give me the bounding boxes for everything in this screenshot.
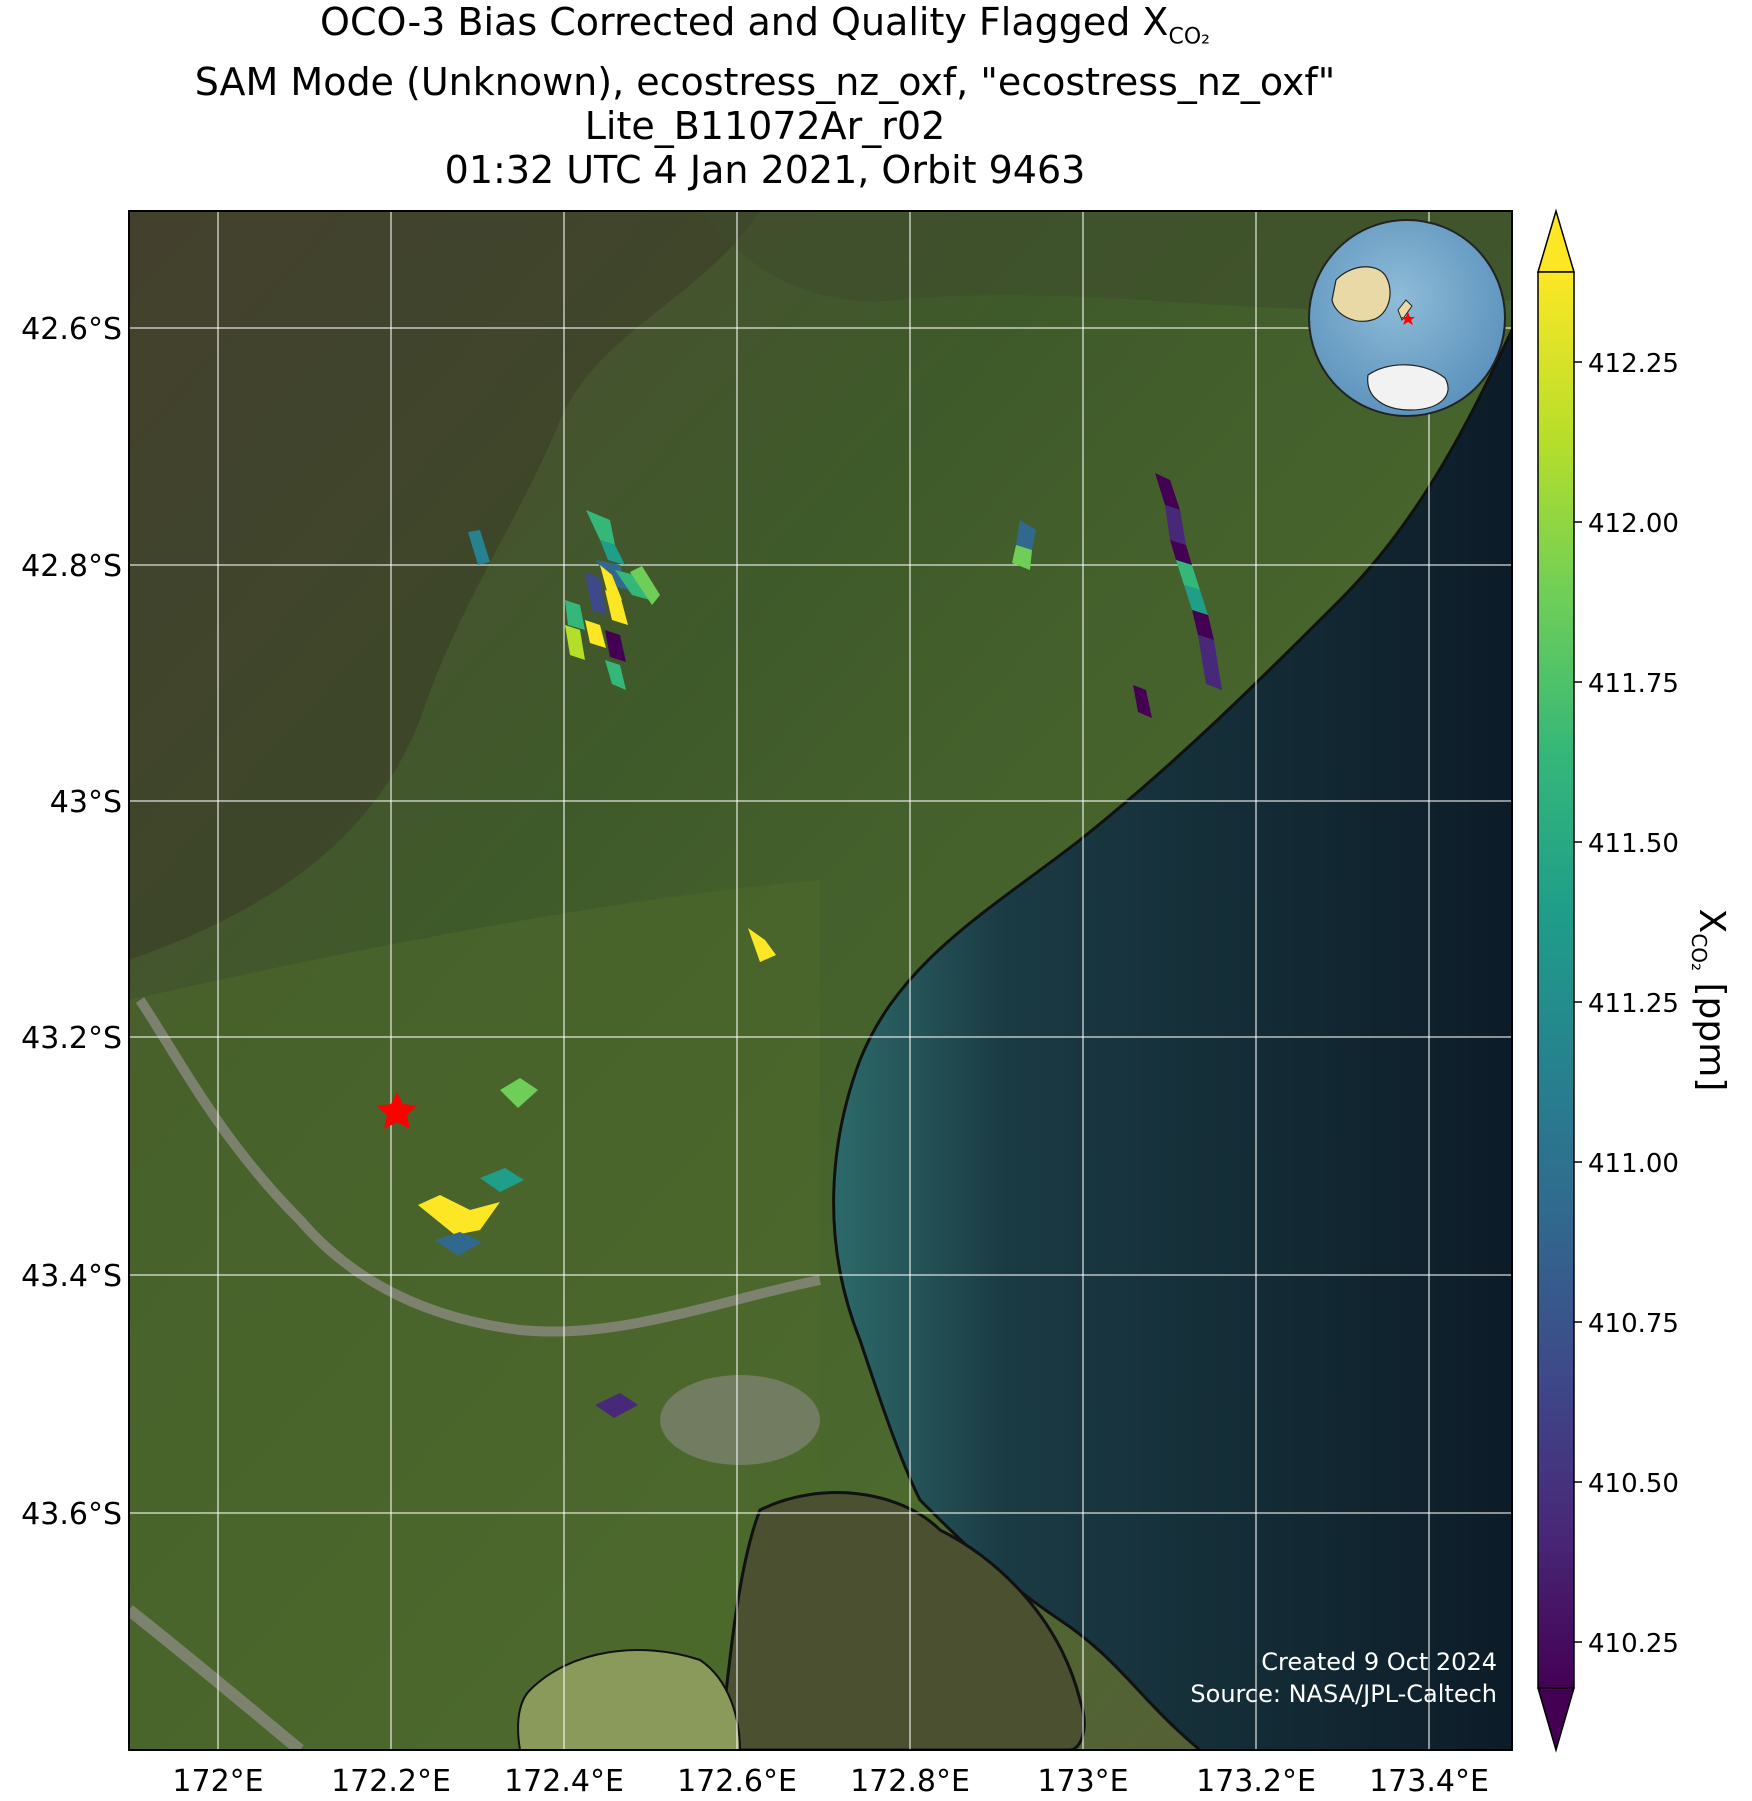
xco2-soundings [418, 473, 1222, 1418]
colorbar-tick-label: 411.25 [1588, 989, 1679, 1019]
sounding [1016, 520, 1036, 550]
map-area: Created 9 Oct 2024 Source: NASA/JPL-Calt… [129, 211, 1512, 1750]
northern-hills [700, 211, 1512, 310]
globe-star-marker [1401, 312, 1415, 325]
sounding [480, 1168, 524, 1192]
title-line-1: OCO-3 Bias Corrected and Quality Flagged… [320, 0, 1210, 50]
lat-tick-label: 43.4°S [21, 1259, 122, 1294]
lat-tick-label: 42.8°S [21, 549, 122, 584]
lon-tick-labels: 172°E 172.2°E 172.4°E 172.6°E 172.8°E 17… [172, 1764, 1489, 1799]
sounding [600, 540, 625, 565]
colorbar-extend-max [1536, 208, 1576, 273]
lat-tick-label: 43.6°S [21, 1497, 122, 1532]
lon-tick-label: 173°E [1037, 1764, 1128, 1799]
title-line-4: 01:32 UTC 4 Jan 2021, Orbit 9463 [444, 147, 1086, 192]
colorbar-tick-marks [1574, 361, 1582, 1643]
lon-tick-label: 172.8°E [850, 1764, 970, 1799]
lon-tick-label: 172.6°E [677, 1764, 797, 1799]
colorbar-gradient [1537, 271, 1575, 1689]
colorbar-tick-label: 410.75 [1588, 1309, 1679, 1339]
river [135, 997, 821, 1337]
mountain-region [129, 211, 760, 960]
christchurch-city [660, 1375, 820, 1465]
sounding [1165, 505, 1186, 545]
colorbar: 412.25 412.00 411.75 411.50 411.25 411.0… [1536, 208, 1732, 1753]
colorbar-tick-label: 410.25 [1588, 1629, 1679, 1659]
colorbar-tick-label: 411.50 [1588, 829, 1679, 859]
sounding [586, 510, 615, 545]
lon-tick-label: 172°E [172, 1764, 263, 1799]
gridlines [129, 211, 1512, 1750]
antarctica-shape [1367, 364, 1449, 411]
sounding [565, 625, 585, 660]
chart-title: OCO-3 Bias Corrected and Quality Flagged… [0, 0, 1530, 192]
source-credit: Source: NASA/JPL-Caltech [1190, 1680, 1497, 1708]
lat-tick-label: 43.2°S [21, 1021, 122, 1056]
sounding [435, 1232, 482, 1256]
colorbar-tick-label: 410.50 [1588, 1469, 1679, 1499]
australia-shape [1331, 266, 1391, 322]
sounding [565, 600, 585, 630]
sounding [605, 660, 626, 690]
sounding [500, 1078, 538, 1108]
sounding [630, 566, 660, 605]
sounding [585, 620, 606, 648]
lat-tick-label: 43°S [50, 785, 122, 820]
sounding [605, 630, 626, 662]
sounding [1133, 685, 1152, 718]
sounding [585, 572, 606, 615]
title-line-2: SAM Mode (Unknown), ecostress_nz_oxf, "e… [194, 59, 1336, 104]
new-zealand-shape [1397, 299, 1413, 322]
lat-tick-labels: 42.6°S 42.8°S 43°S 43.2°S 43.4°S 43.6°S [21, 312, 122, 1532]
sounding [1192, 610, 1214, 640]
sounding [600, 565, 622, 600]
lat-tick-label: 42.6°S [21, 312, 122, 347]
river-south [129, 1605, 304, 1750]
globe-inset [1308, 219, 1506, 417]
lon-tick-label: 172.2°E [331, 1764, 451, 1799]
sounding [1170, 540, 1192, 565]
colorbar-extend-min [1537, 1687, 1575, 1753]
title-line-3: Lite_B11072Ar_r02 [584, 103, 946, 148]
colorbar-tick-label: 412.25 [1588, 349, 1679, 379]
sounding [1012, 545, 1032, 570]
sounding [1176, 560, 1200, 590]
lon-tick-label: 173.2°E [1196, 1764, 1316, 1799]
colorbar-axis-label: XCO₂ [ppm] [1687, 909, 1732, 1092]
banks-peninsula [718, 1491, 1086, 1750]
target-star-marker [377, 1092, 417, 1129]
sounding [1184, 585, 1208, 615]
sounding [605, 590, 628, 625]
sounding [1155, 473, 1180, 510]
colorbar-tick-label: 412.00 [1588, 509, 1679, 539]
lake-ellesmere [517, 1649, 742, 1750]
colorbar-tick-label: 411.00 [1588, 1149, 1679, 1179]
sounding [468, 530, 490, 565]
sounding [595, 1393, 638, 1418]
created-date-credit: Created 9 Oct 2024 [1261, 1648, 1497, 1676]
sounding [418, 1195, 500, 1235]
map-frame [128, 210, 1513, 1751]
canterbury-plains [129, 880, 820, 1750]
lon-tick-label: 173.4°E [1369, 1764, 1489, 1799]
sounding [615, 570, 650, 600]
sounding [748, 928, 776, 962]
sounding [1198, 635, 1222, 690]
colorbar-tick-label: 411.75 [1588, 669, 1679, 699]
ocean [833, 330, 1512, 1750]
lon-tick-label: 172.4°E [504, 1764, 624, 1799]
